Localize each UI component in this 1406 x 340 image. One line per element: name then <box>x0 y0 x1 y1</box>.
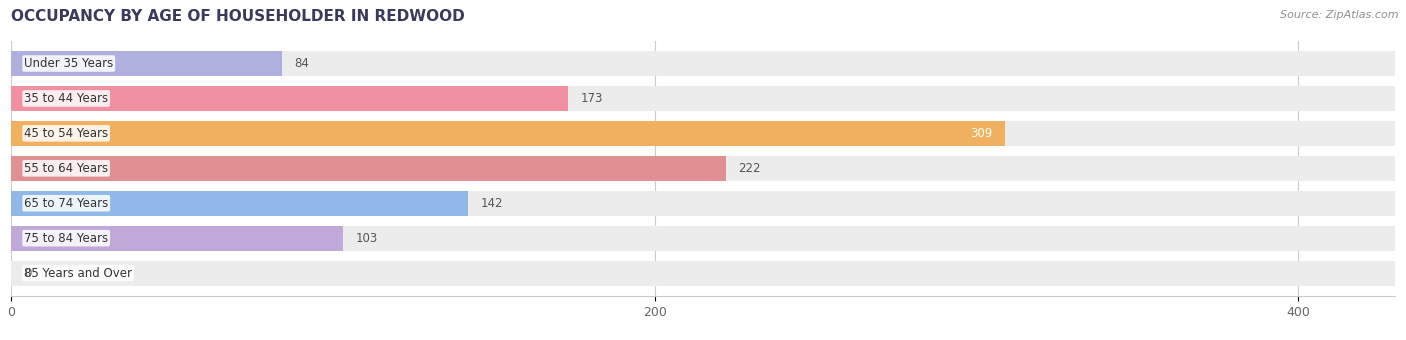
Text: 75 to 84 Years: 75 to 84 Years <box>24 232 108 245</box>
Bar <box>11 86 568 111</box>
Bar <box>11 121 1005 146</box>
Bar <box>11 225 1395 251</box>
Bar <box>11 86 1395 111</box>
Text: Under 35 Years: Under 35 Years <box>24 57 114 70</box>
Text: 45 to 54 Years: 45 to 54 Years <box>24 127 108 140</box>
Text: 84: 84 <box>294 57 309 70</box>
Text: 0: 0 <box>24 267 31 279</box>
Bar <box>11 156 1395 181</box>
Text: 55 to 64 Years: 55 to 64 Years <box>24 162 108 175</box>
Bar <box>11 156 725 181</box>
Text: Source: ZipAtlas.com: Source: ZipAtlas.com <box>1281 10 1399 20</box>
Text: 222: 222 <box>738 162 761 175</box>
Bar <box>11 191 468 216</box>
Bar <box>11 191 1395 216</box>
Bar <box>11 51 281 76</box>
Bar <box>11 225 343 251</box>
Bar <box>11 51 1395 76</box>
Text: 173: 173 <box>581 92 603 105</box>
Text: OCCUPANCY BY AGE OF HOUSEHOLDER IN REDWOOD: OCCUPANCY BY AGE OF HOUSEHOLDER IN REDWO… <box>11 10 465 24</box>
Text: 85 Years and Over: 85 Years and Over <box>24 267 132 279</box>
Bar <box>11 121 1395 146</box>
Bar <box>11 260 1395 286</box>
Text: 65 to 74 Years: 65 to 74 Years <box>24 197 108 210</box>
Text: 142: 142 <box>481 197 503 210</box>
Text: 35 to 44 Years: 35 to 44 Years <box>24 92 108 105</box>
Text: 309: 309 <box>970 127 993 140</box>
Text: 103: 103 <box>356 232 378 245</box>
